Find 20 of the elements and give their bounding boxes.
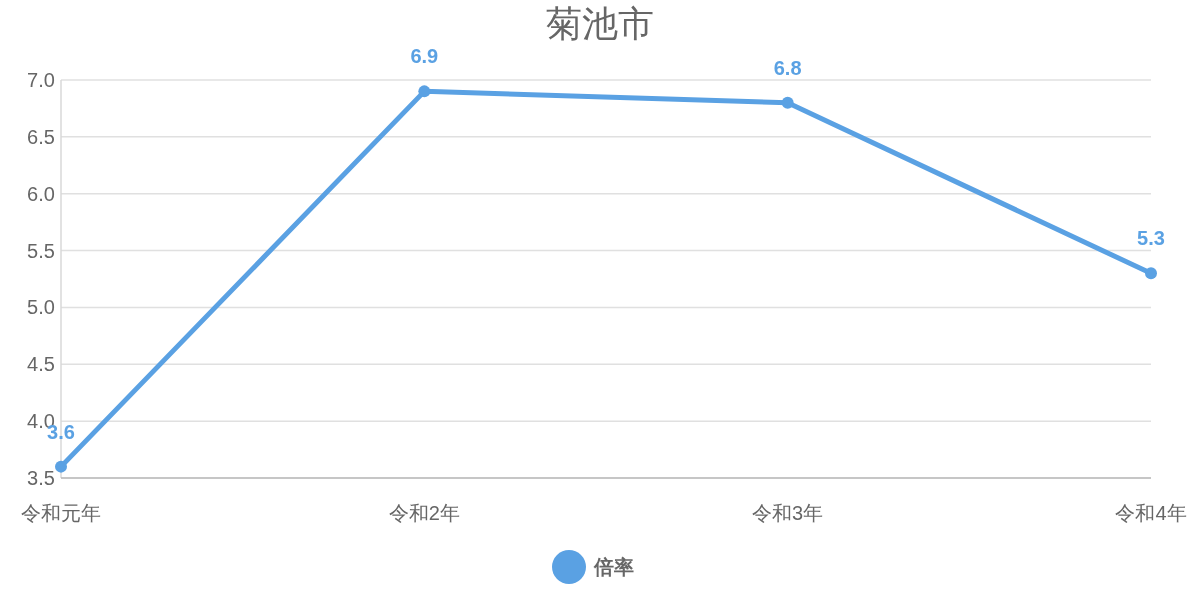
point [418, 85, 431, 98]
y-tick-label: 4.5 [27, 353, 55, 376]
x-tick-label: 令和3年 [752, 502, 824, 524]
y-tick-label: 6.0 [27, 182, 55, 205]
y-tick-label: 7.0 [27, 69, 55, 91]
legend-label: 倍率 [593, 556, 634, 578]
point [781, 96, 794, 109]
data-label: 6.8 [773, 56, 802, 79]
x-tick-label: 令和4年 [1115, 502, 1187, 524]
y-tick-label: 5.0 [27, 296, 55, 319]
y-tick-label: 6.5 [27, 125, 55, 148]
point [55, 460, 67, 473]
data-label: 5.3 [1137, 227, 1165, 250]
chart-title: 菊池市 [546, 3, 654, 44]
x-tick-label: 令和2年 [388, 502, 460, 524]
data-label: 6.9 [410, 45, 439, 68]
point [1145, 267, 1157, 280]
x-tick-label: 令和元年 [21, 502, 101, 524]
y-tick-label: 5.5 [27, 239, 55, 262]
y-tick-label: 3.5 [27, 467, 55, 489]
